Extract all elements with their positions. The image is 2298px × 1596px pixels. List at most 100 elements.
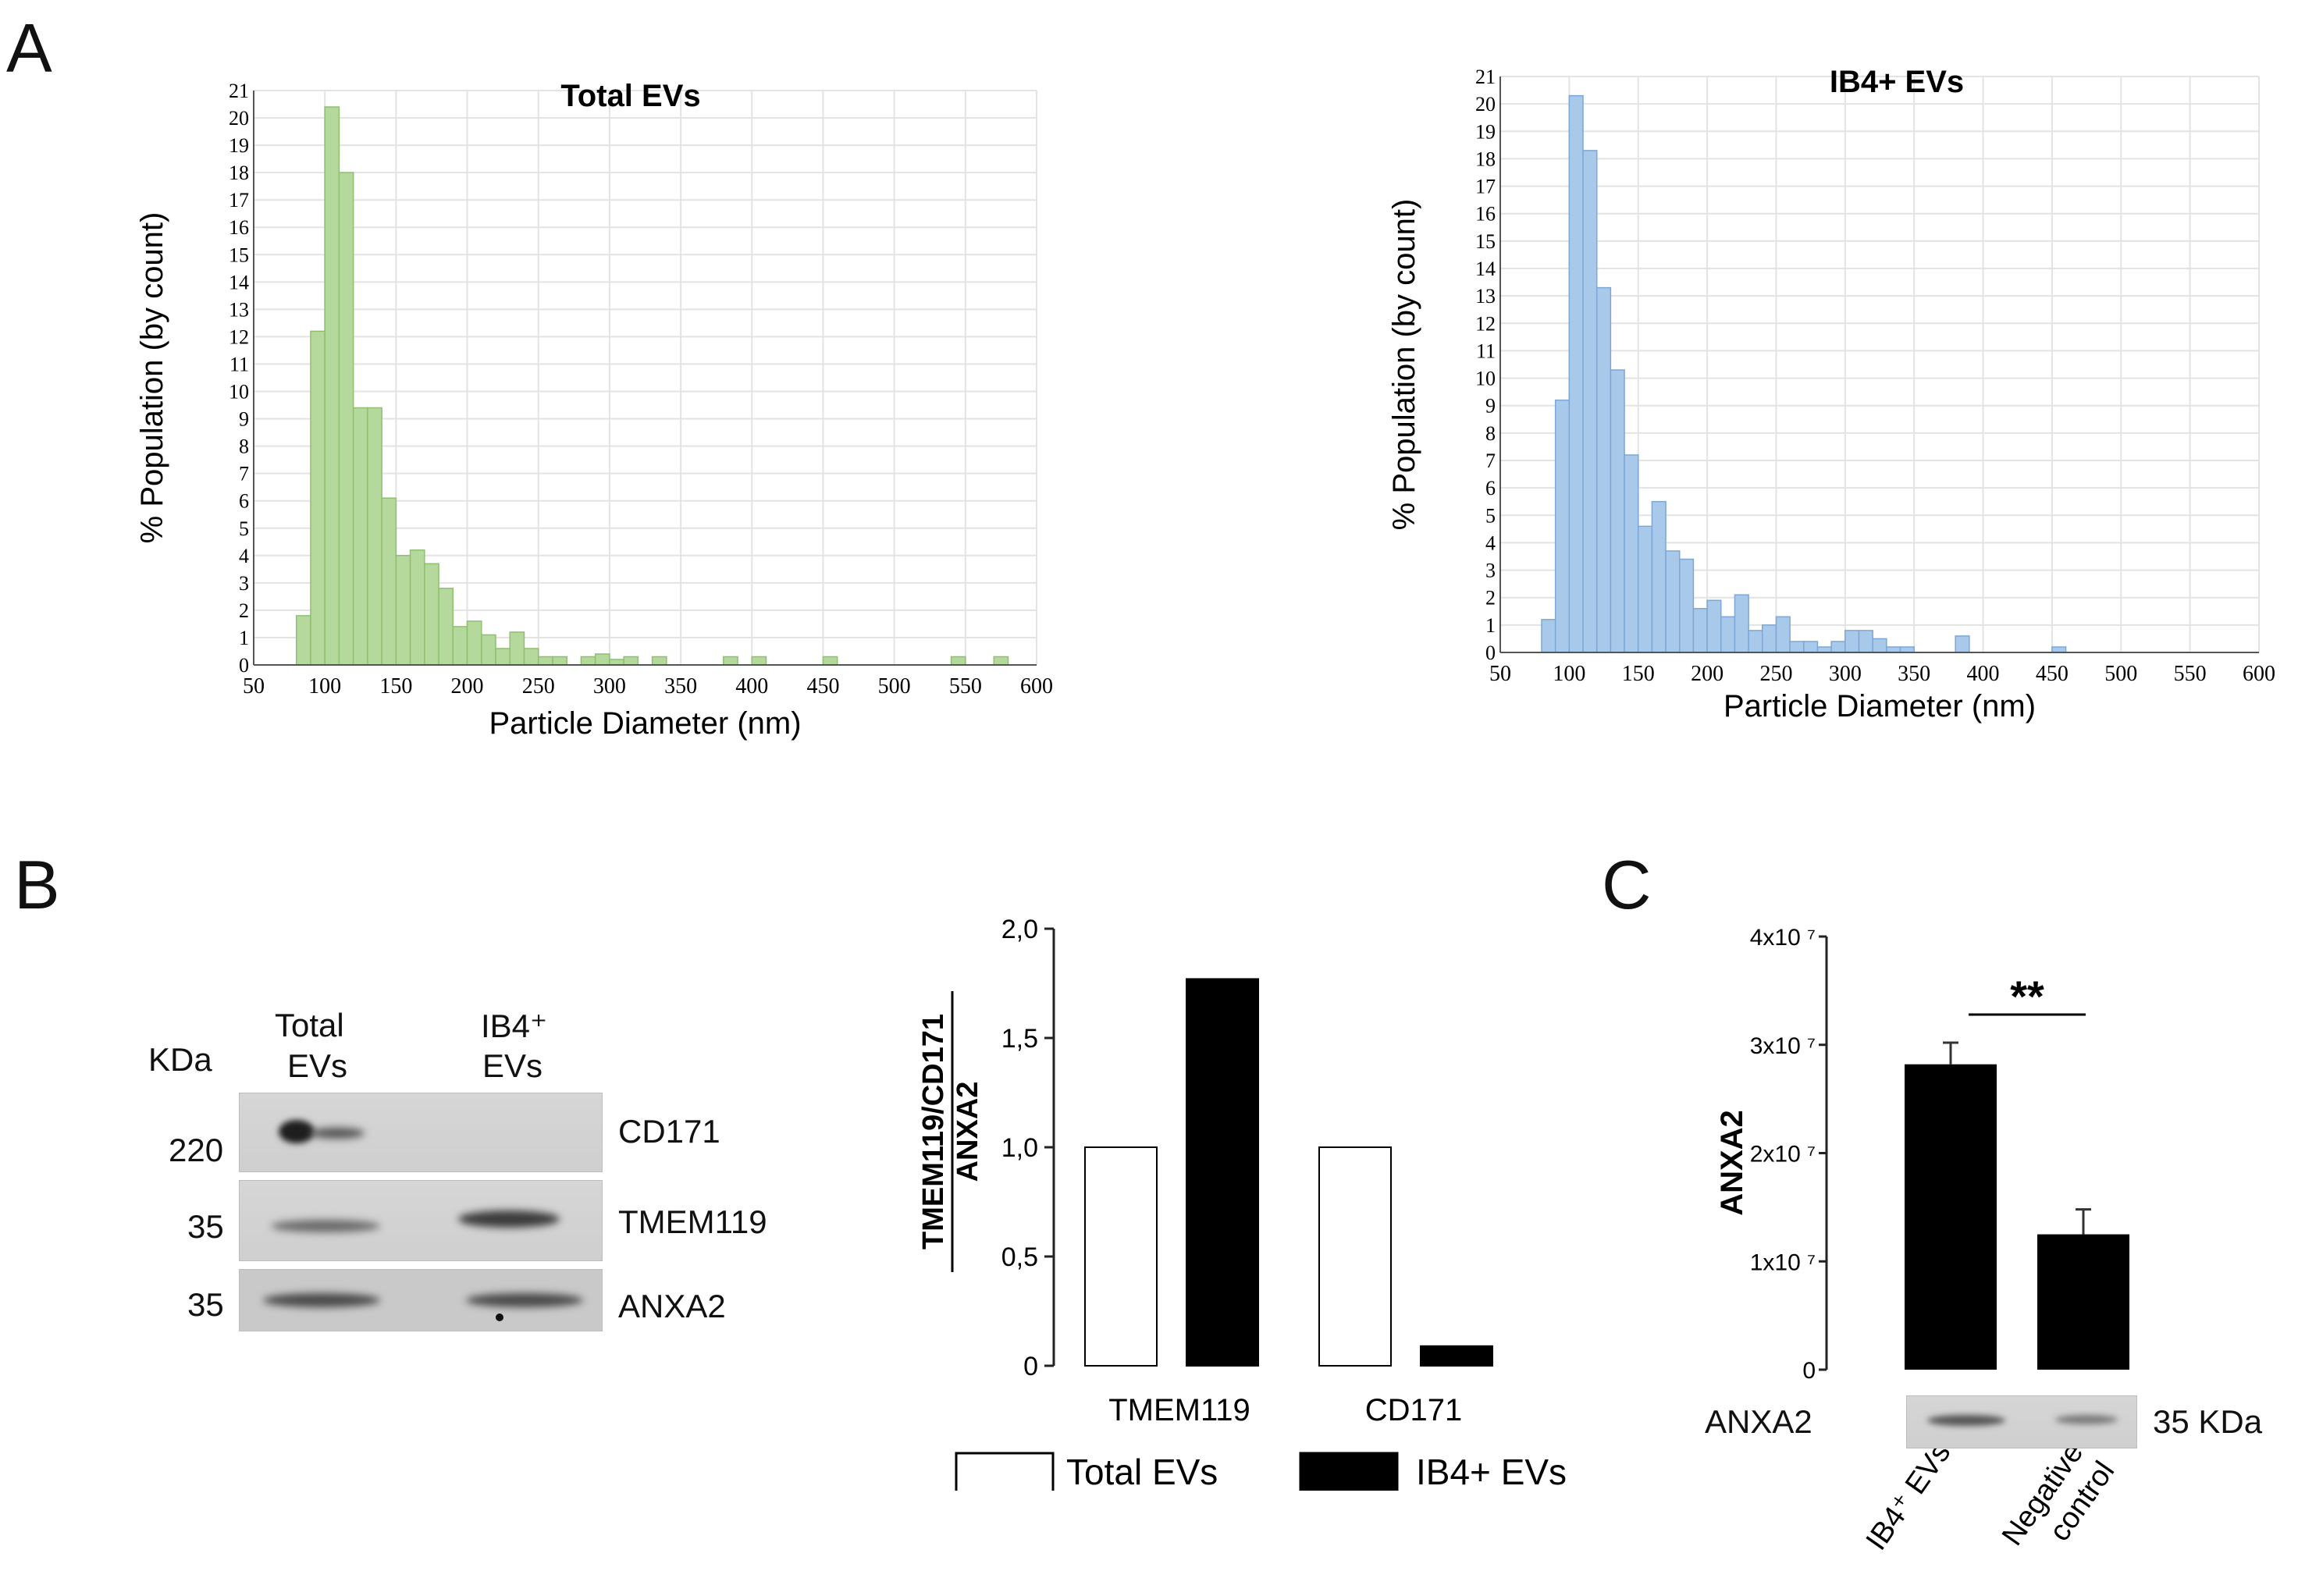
histogram-bar [1899,646,1915,653]
x-tick-label: 600 [2243,662,2275,686]
y-tick-label: 5 [239,517,249,540]
y-tick-label: 0 [1485,642,1496,664]
y-tick-label: 4x10 ⁷ [1750,925,1816,951]
histogram-bar [509,631,525,666]
y-tick-label: 1,0 [1001,1133,1038,1163]
kda-35-anxa2: 35 [187,1286,224,1323]
histogram-bar [1789,641,1805,653]
x-tick-label: 100 [1553,662,1585,686]
y-tick-label: 7 [239,463,249,485]
x-tick-label: CD171 [1365,1393,1463,1427]
y-tick-label: 11 [1476,339,1496,362]
histogram-bar [822,656,838,666]
x-tick-label: 350 [664,674,697,698]
x-tick-label: 250 [1759,662,1792,686]
panel-label-a: A [6,9,52,87]
y-tick-label: 8 [239,435,249,458]
histogram-bar [1541,619,1556,653]
y-tick-label: 9 [239,408,249,431]
histogram-bar [1762,624,1777,653]
lane-label-total-1: Total [275,1007,344,1043]
histogram-bar [424,563,439,666]
histogram-bar [295,615,311,666]
blot-c-kda: 35 KDa [2153,1403,2263,1440]
y-tick-label: 1 [239,627,249,649]
blot-strip-anxa2 [239,1269,603,1331]
y-tick-label: 3 [1485,560,1496,582]
y-tick-label: 6 [1485,477,1496,499]
y-tick-label: 19 [1475,120,1496,143]
histogram-bar [495,648,511,666]
x-tick-label: 350 [1898,662,1930,686]
y-tick-label: 2 [1485,587,1496,610]
significance-label: ** [2010,972,2044,1021]
y-tick-label: 6 [239,490,249,513]
y-axis-label-numerator: TMEM119/CD171 [917,1014,950,1249]
histogram-bar [1706,599,1722,653]
bar-ib4-tmem119 [1186,978,1259,1367]
histogram-bar [1803,641,1819,653]
x-tick-label: 500 [878,674,911,698]
y-tick-label: 0 [1802,1358,1816,1384]
y-tick-label: 18 [229,162,249,184]
bar-chart-anxa2: 0 1x10 ⁷ 2x10 ⁷ 3x10 ⁷ 4x10 ⁷ ** ANXA2 IB4⁺ EVs… [1715,925,2129,1556]
blot-strip-tmem119 [239,1180,603,1261]
y-tick-label: 0 [1023,1352,1038,1381]
histogram-bar [1665,550,1681,653]
histogram-bar [310,330,325,666]
x-tick-label: 550 [949,674,982,698]
histogram-bar [324,106,340,666]
histogram-bar [1775,616,1791,653]
y-tick-label: 3x10 ⁷ [1750,1033,1816,1059]
histogram-bar [523,648,539,666]
x-tick-label: 450 [806,674,839,698]
kda-35-tmem119: 35 [187,1208,224,1245]
y-tick-label: 10 [229,381,249,403]
y-tick-label: 20 [229,107,249,130]
y-tick-label: 12 [1475,312,1496,335]
histogram-bar [1651,500,1667,653]
y-tick-label: 14 [229,271,249,293]
histogram-bar [580,656,596,666]
kda-header: KDa [148,1041,212,1078]
y-axis-label: % Population (by count) [1387,199,1421,531]
western-blot-c: ANXA2 35 KDa [1702,1392,2295,1455]
y-tick-label: 8 [1485,422,1496,445]
histogram-bar [1624,454,1639,653]
y-tick-label: 7 [1485,450,1496,472]
y-axis-label: % Population (by count) [135,212,169,544]
protein-cd171: CD171 [618,1113,720,1150]
lane-label-ib4-1: IB4⁺ [481,1008,548,1044]
histogram-bar [1734,594,1749,653]
x-tick-label: 550 [2174,662,2207,686]
histogram-bar [751,656,767,666]
panel-label-b: B [14,846,60,923]
y-axis-label: ANXA2 [1715,1110,1749,1216]
histogram-bar [723,656,738,666]
blot-c-protein: ANXA2 [1705,1403,1812,1440]
x-tick-label: 250 [522,674,555,698]
y-tick-label: 4 [1485,531,1496,554]
y-tick-label: 10 [1475,368,1496,390]
histogram-bar [1872,638,1887,653]
y-tick-label: 17 [1475,176,1496,198]
y-tick-label: 14 [1475,258,1496,280]
histogram-bar [1816,646,1832,653]
histogram-bar [1844,630,1860,653]
y-tick-label: 21 [1475,66,1496,88]
histogram-bar [1955,635,1970,653]
bar-ib4-cd171 [1420,1345,1493,1367]
histogram-bar [609,659,624,666]
legend-swatch-ib4 [1299,1452,1399,1491]
x-tick-label: 50 [1489,662,1511,686]
y-tick-label: 2,0 [1001,915,1038,944]
y-tick-label: 18 [1475,148,1496,170]
histogram-bar [338,172,354,666]
x-tick-label: 400 [1967,662,2000,686]
legend-label-ib4: IB4+ EVs [1416,1452,1567,1491]
panel-label-c: C [1602,846,1652,923]
y-tick-label: 15 [229,243,249,266]
histogram-bar [594,653,610,666]
y-axis-label-denominator: ANXA2 [952,1082,984,1182]
